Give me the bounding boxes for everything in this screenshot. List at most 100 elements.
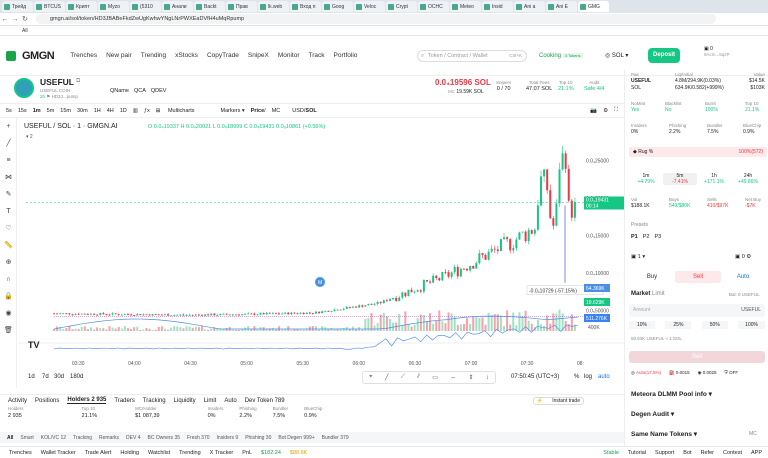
url-field[interactable]: gmgn.ai/sol/token/HD3JBABeFkdZwUgKwhwYNg… (36, 14, 716, 24)
range-7d[interactable]: 7d (42, 374, 49, 380)
price-mc-toggle[interactable]: Price/MC (250, 107, 281, 114)
ruler-icon[interactable]: 📏 (4, 242, 13, 249)
cursor-icon[interactable]: ⌖ (369, 374, 373, 380)
pattern-icon[interactable]: ⋈ (5, 174, 12, 181)
markers-button[interactable]: Markers ▾ (220, 107, 245, 114)
browser-tab[interactable]: Ani E (546, 1, 577, 12)
tab-limit[interactable]: Limit (203, 397, 217, 404)
range-1d[interactable]: 1d (28, 374, 35, 380)
filter-chip[interactable]: KOL/VC 12 (40, 434, 67, 441)
fullscreen-icon[interactable]: ⛶ (614, 107, 618, 113)
rect-icon[interactable]: ▭ (432, 375, 438, 381)
zoom-icon[interactable]: ⊕ (5, 259, 12, 266)
browser-tab[interactable]: Муzо (98, 1, 129, 12)
sell-button[interactable]: Sell (629, 351, 765, 363)
preset-p1[interactable]: P1 (631, 234, 638, 240)
tf-1h[interactable]: 1h +171.1% (704, 173, 724, 185)
rug-bar[interactable]: ◆ Rug % 100%(572) (629, 147, 767, 157)
back-icon[interactable]: ← (1, 15, 9, 23)
status-right-item[interactable]: Refer (700, 449, 715, 456)
interval-1d[interactable]: 1D (119, 107, 127, 114)
interval-4h[interactable]: 4H (106, 107, 114, 114)
tab-activity[interactable]: Activity (8, 397, 28, 404)
nav-trending[interactable]: Trending (140, 52, 167, 59)
magnet-icon[interactable]: ∩ (5, 276, 12, 283)
indicators-icon[interactable]: ƒx (143, 107, 150, 114)
chain-select[interactable]: ◎ SOL ▾ (605, 53, 629, 59)
range-icon[interactable]: ⇔ (450, 374, 457, 381)
search-name-link[interactable]: QName (110, 88, 129, 94)
amount-input[interactable]: Amount USEFUL (629, 304, 765, 317)
status-right-item[interactable]: Tutorial (627, 449, 647, 456)
heart-icon[interactable]: ♡ (5, 225, 12, 232)
pct-10[interactable]: 10% (629, 321, 656, 329)
status-item[interactable]: Watchlist (148, 449, 171, 456)
browser-tab[interactable]: Вход п (290, 1, 321, 12)
pct-100[interactable]: 100% (738, 321, 765, 329)
limit-order-tab[interactable]: Limit (652, 291, 665, 297)
browser-tab[interactable]: Прав (226, 1, 257, 12)
browser-tab[interactable]: Крипт (66, 1, 97, 12)
eye-icon[interactable]: ◉ (5, 310, 12, 317)
trash-icon[interactable]: 🗑 (4, 327, 13, 334)
screenshot-icon[interactable]: 📷 (590, 107, 598, 114)
browser-tab[interactable]: Insid (482, 1, 513, 12)
browser-tab[interactable]: (5310 (130, 1, 161, 12)
contract-address[interactable]: HD3J...pump (51, 94, 78, 99)
measure-icon[interactable]: ⇕ (468, 375, 474, 381)
same-name-section[interactable]: Same Name Tokens ▾ (631, 431, 698, 438)
buy-tab[interactable]: Buy (646, 274, 658, 280)
usd-sol-toggle[interactable]: USD/SOL (292, 107, 317, 114)
range-180d[interactable]: 180d (70, 374, 84, 380)
mev-toggle[interactable]: ⛨ OFF (724, 370, 739, 375)
auto-tab[interactable]: Auto (736, 274, 750, 280)
pct-50[interactable]: 50% (701, 321, 728, 329)
tab-traders[interactable]: Traders (114, 397, 135, 404)
deposit-button[interactable]: Deposit (648, 48, 681, 63)
instant-trade-button[interactable]: ⚡ Instant trade (532, 396, 584, 405)
logo[interactable]: GMGN (22, 49, 55, 62)
nav-portfolio[interactable]: Portfolio (333, 52, 358, 59)
meteora-section[interactable]: Meteora DLMM Pool info ▾ (631, 391, 712, 398)
browser-tab[interactable]: Анали (162, 1, 193, 12)
browser-tab[interactable]: lk.web (258, 1, 289, 12)
filter-chip[interactable]: Tracking (73, 434, 93, 441)
crosshair-icon[interactable]: + (6, 123, 11, 130)
trendline-icon[interactable]: ╱ (6, 140, 11, 147)
status-right-item[interactable]: Support (655, 449, 675, 456)
status-item[interactable]: PnL (242, 449, 253, 456)
degen-audit-section[interactable]: Degen Audit ▾ (631, 411, 675, 418)
market-order-tab[interactable]: Market (631, 291, 651, 297)
browser-tab[interactable]: BTCUS (34, 1, 65, 12)
tab-positions[interactable]: Positions (35, 397, 60, 404)
status-right-item[interactable]: APP (750, 449, 762, 456)
tf-24h[interactable]: 24h +49.86% (738, 173, 758, 185)
filter-chip[interactable]: Insiders 9 (216, 434, 239, 441)
cooking-button[interactable]: Cooking 3 Tokens (539, 53, 583, 59)
tab-tracking[interactable]: Tracking (142, 397, 166, 404)
status-item[interactable]: Trending (179, 449, 201, 456)
log-toggle[interactable]: log (584, 374, 593, 380)
line-icon[interactable]: ╱ (384, 375, 389, 381)
tab-holders[interactable]: Holders 2 935 (67, 397, 107, 404)
filter-chip[interactable]: BC Owners 35 (147, 434, 181, 441)
channel-icon[interactable]: ⫽ (417, 374, 420, 380)
browser-tab[interactable]: Meteo (450, 1, 481, 12)
indicator-toggle[interactable]: ▾ 2 (26, 134, 33, 140)
interval-1h[interactable]: 1H (93, 107, 101, 114)
preset-p2[interactable]: P2 (642, 234, 650, 240)
search-input[interactable]: ⌕ Token / Contract / Wallet Ctrl+K (417, 50, 527, 62)
ray-icon[interactable]: ⟋ (400, 374, 405, 380)
status-item[interactable]: Trade Alert (84, 449, 112, 456)
nav-snipex[interactable]: SnipeX (247, 52, 269, 59)
filter-chip[interactable]: Smart (20, 434, 34, 441)
priority-fee[interactable]: ⛽ 0.0015 (668, 370, 690, 375)
browser-tab[interactable]: Veloc (354, 1, 385, 12)
status-item[interactable]: Trenches (9, 449, 32, 456)
interval-15s[interactable]: 15s (17, 107, 27, 114)
bribe-fee[interactable]: ◉ 0.0025 (697, 370, 717, 375)
browser-tab[interactable]: Crypt (386, 1, 417, 12)
search-ca-link[interactable]: QCA (133, 88, 146, 94)
copy-icon[interactable]: ⧉ (76, 78, 81, 84)
reload-icon[interactable]: ↻ (22, 16, 28, 23)
